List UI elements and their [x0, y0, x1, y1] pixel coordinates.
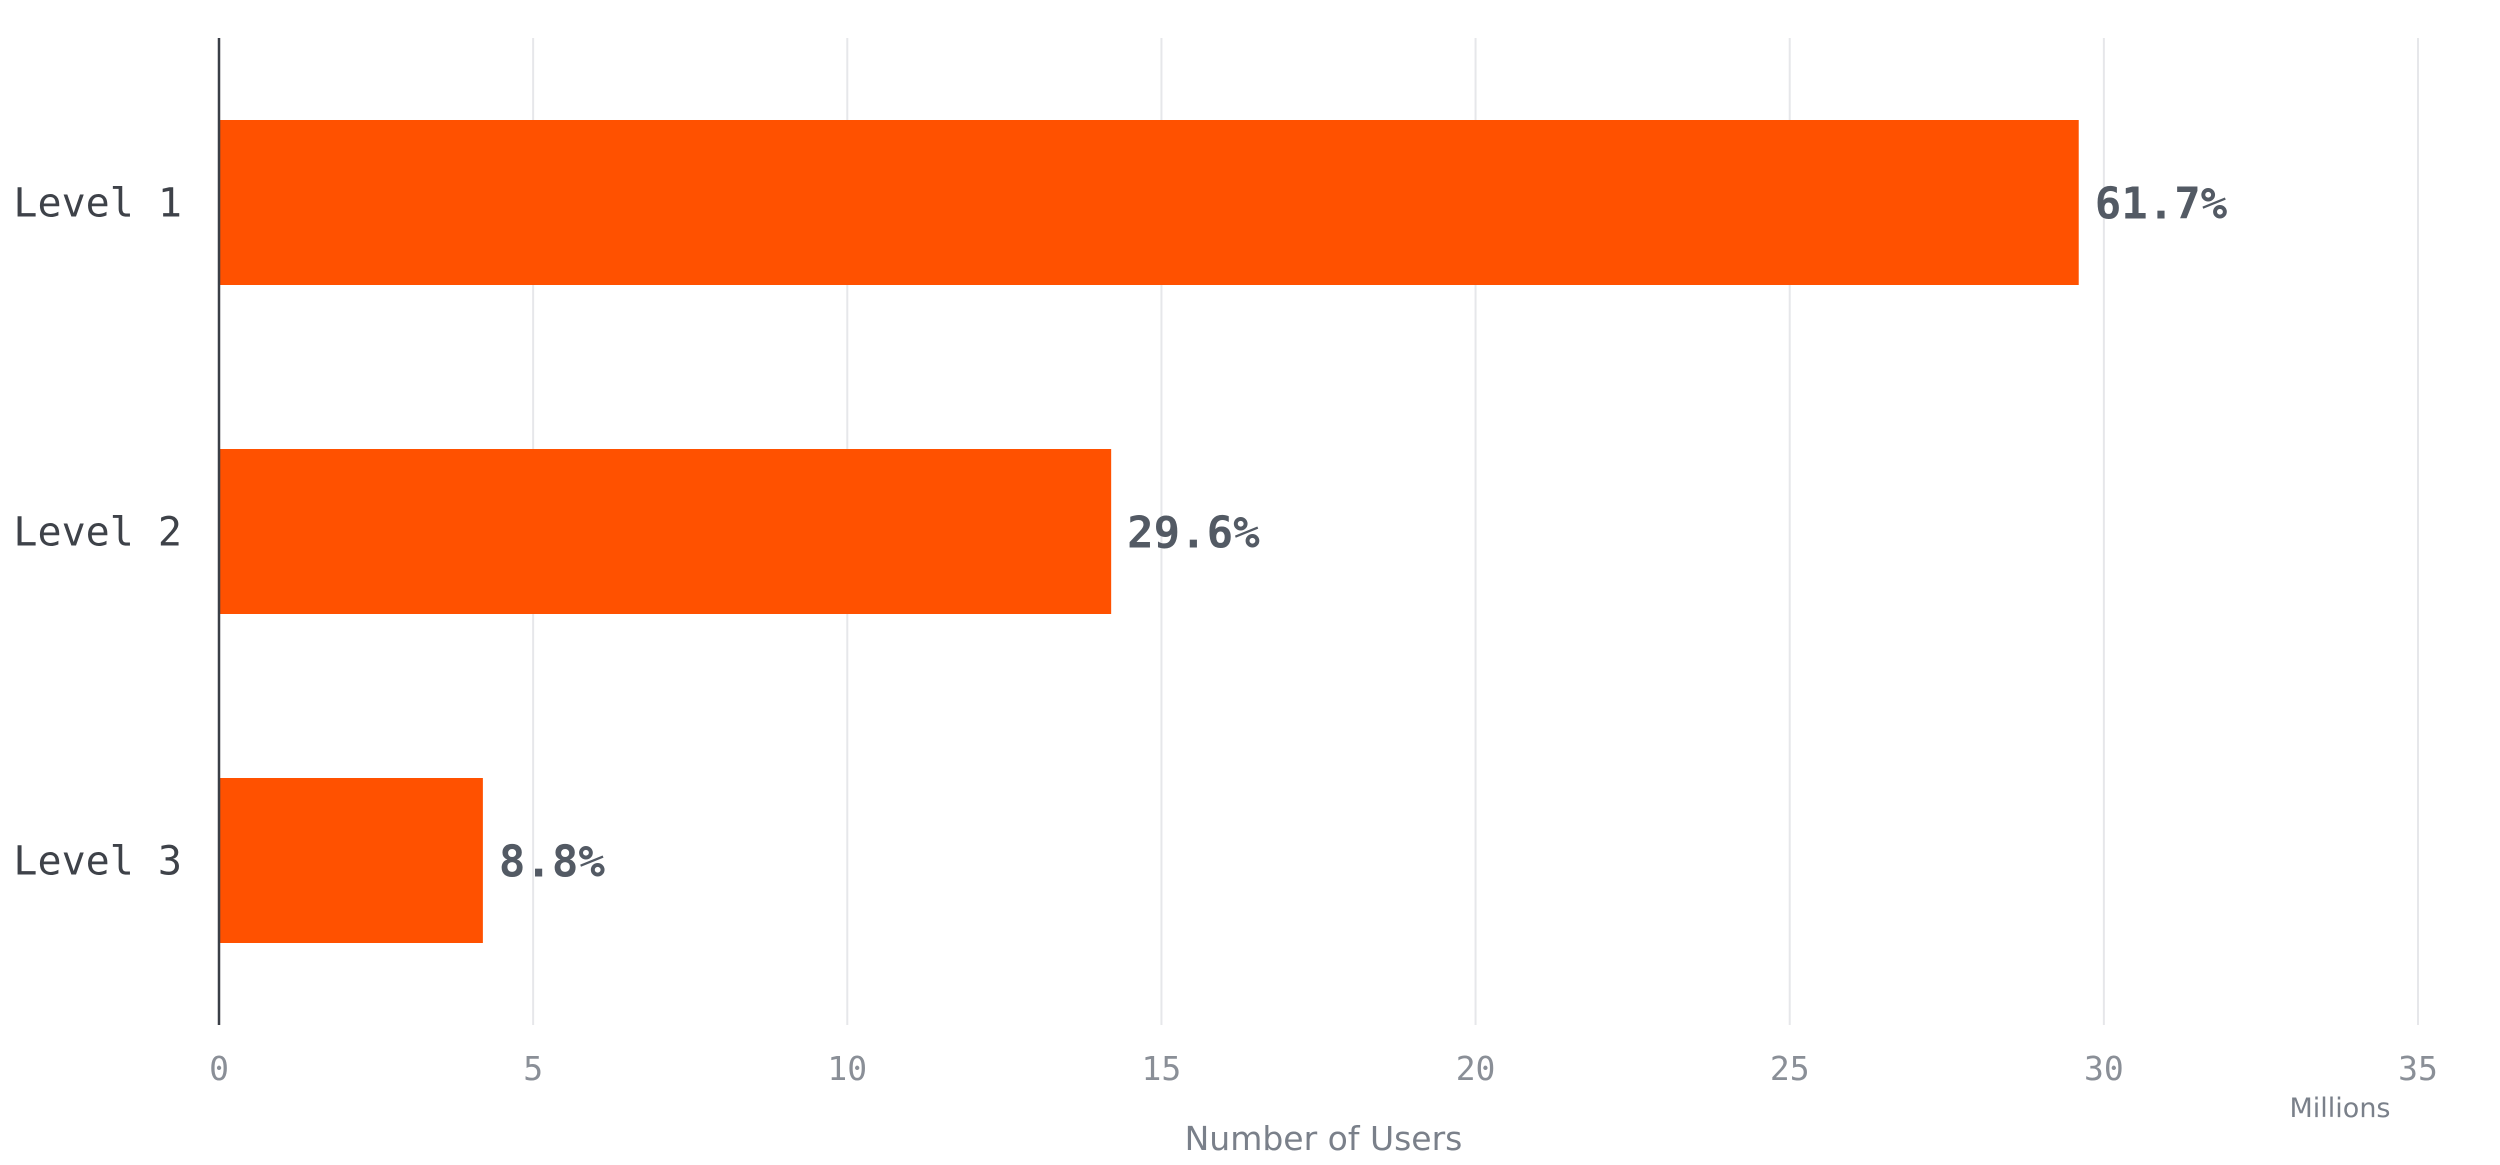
data-labels: 61.7% 29.6% 8.8%: [499, 179, 2228, 888]
x-tick-label-3: 15: [1142, 1049, 1182, 1088]
x-tick-label-5: 25: [1770, 1049, 1810, 1088]
x-tick-label-6: 30: [2084, 1049, 2124, 1088]
data-label-3: 8.8%: [499, 837, 605, 888]
bar-2: [219, 449, 1112, 614]
x-tick-labels: 0 5 10 15 20 25 30 35: [209, 1049, 2438, 1088]
x-tick-label-7: 35: [2398, 1049, 2438, 1088]
x-tick-label-4: 20: [1456, 1049, 1496, 1088]
bar-1: [219, 120, 2079, 285]
category-label-2: Level 2: [13, 510, 182, 556]
x-tick-label-1: 5: [523, 1049, 543, 1088]
bars: [219, 120, 2079, 943]
bar-3: [219, 778, 483, 943]
x-tick-label-0: 0: [209, 1049, 229, 1088]
x-axis-title: Number of Users: [1185, 1119, 1463, 1158]
x-tick-label-2: 10: [827, 1049, 867, 1088]
x-axis-unit-label: Millions: [2290, 1093, 2391, 1124]
category-label-3: Level 3: [13, 839, 182, 885]
category-labels: Level 1 Level 2 Level 3: [13, 181, 182, 885]
data-label-2: 29.6%: [1127, 508, 1260, 559]
data-label-1: 61.7%: [2095, 179, 2228, 230]
category-label-1: Level 1: [13, 181, 182, 227]
